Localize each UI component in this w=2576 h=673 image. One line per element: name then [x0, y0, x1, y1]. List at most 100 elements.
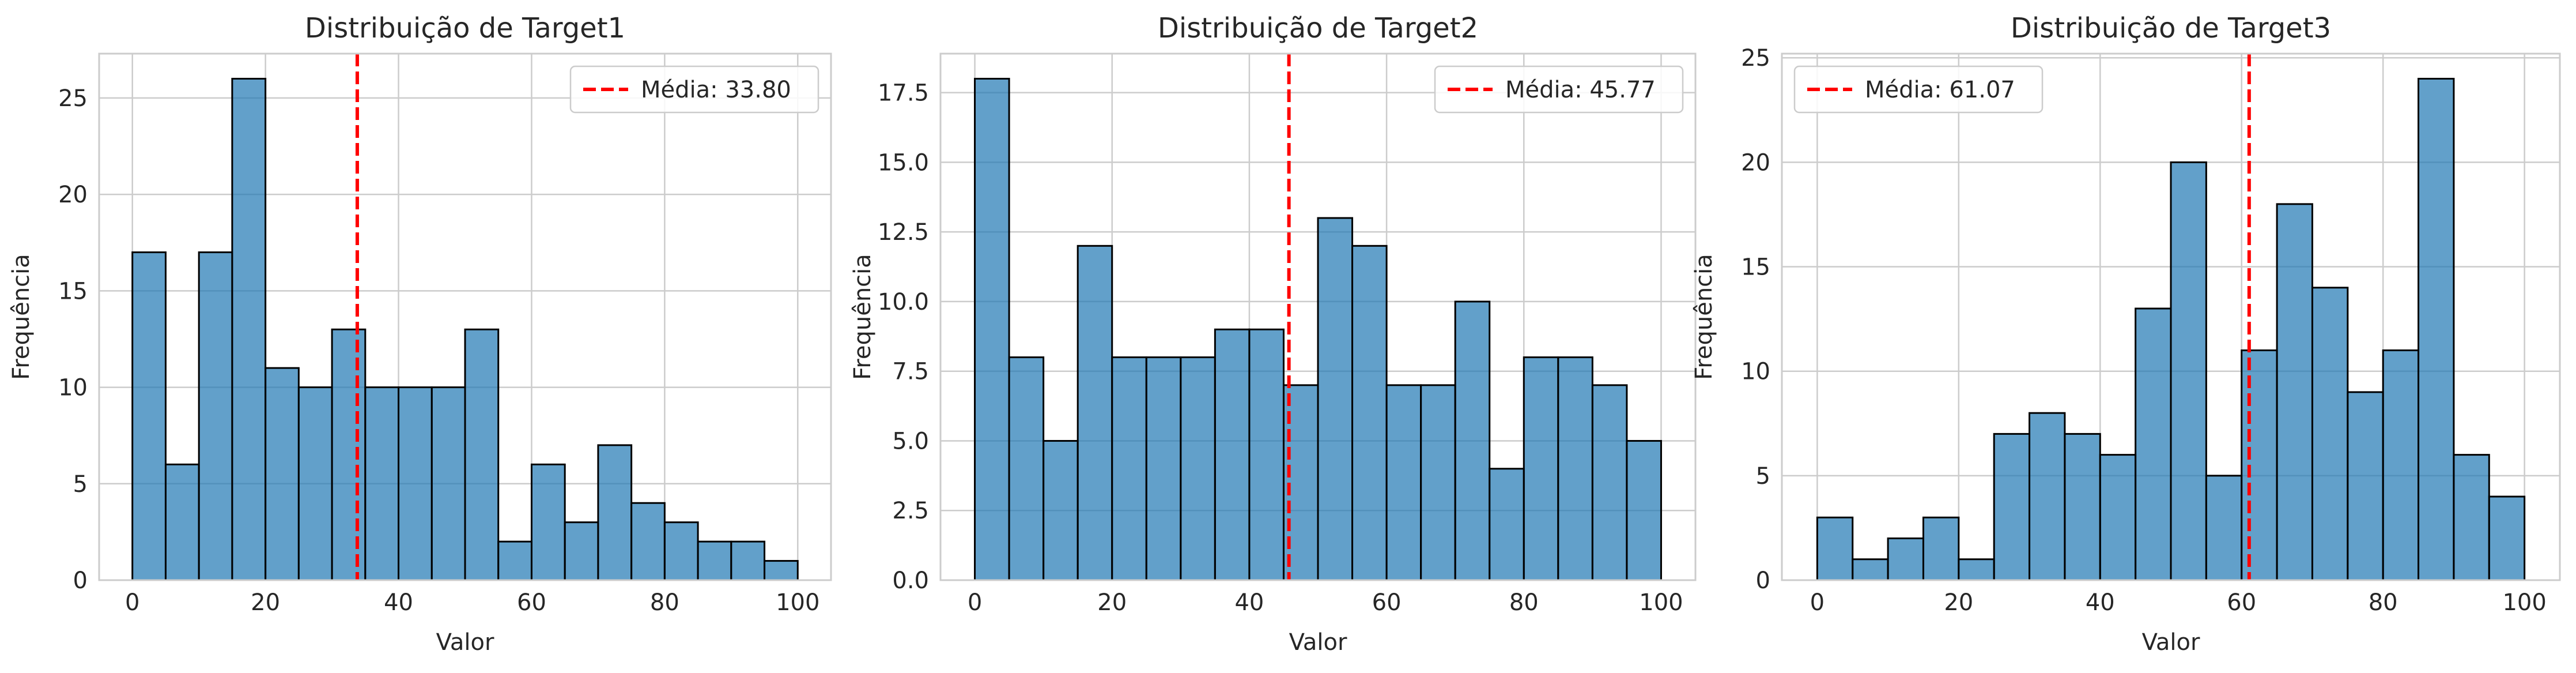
x-axis-label: Valor [1289, 629, 1347, 656]
histogram-bar [1887, 537, 1924, 581]
legend-mean-label: Média: 45.77 [1505, 77, 1656, 103]
histogram-bar [1816, 516, 1854, 581]
histogram-bar [1993, 433, 2031, 581]
y-tick-label: 0 [73, 567, 88, 594]
histogram-bar [1043, 439, 1079, 581]
histogram-bar [1626, 439, 1662, 581]
y-tick-label: 20 [1741, 149, 1770, 176]
histogram-bar [331, 328, 367, 581]
histogram-bar [2276, 203, 2313, 581]
histogram-bar [2099, 454, 2137, 581]
x-tick-label: 80 [650, 589, 679, 616]
histogram-bar [1214, 328, 1251, 581]
histogram-bar [1351, 245, 1388, 581]
histogram-bar [1454, 300, 1491, 581]
histogram-bar [1591, 384, 1628, 581]
histogram-bar [2382, 349, 2420, 581]
x-tick-label: 40 [384, 589, 413, 616]
y-tick-label: 10.0 [878, 289, 929, 315]
y-tick-label: 5 [1756, 463, 1770, 490]
y-tick-label: 15 [1741, 254, 1770, 281]
y-tick-label: 20 [58, 182, 88, 208]
x-tick-label: 60 [517, 589, 546, 616]
histogram-bar [730, 540, 766, 581]
legend: Média: 61.07 [1793, 65, 2044, 114]
histogram-bar [464, 328, 500, 581]
histogram-bar [1145, 356, 1182, 581]
histogram-bar [2311, 287, 2349, 581]
histogram-bar [364, 386, 400, 581]
histogram-bar [974, 77, 1010, 581]
axis-ticks: 0 20 40 60 80 100 0.0 2.5 5.0 7.5 10.0 12.5 15.0 17.5 [878, 80, 1683, 616]
y-axis-label: Frequência [849, 254, 876, 380]
x-tick-label: 100 [776, 589, 819, 616]
plot-frame [939, 52, 1697, 581]
histogram-bar [2064, 433, 2101, 581]
legend-box [1434, 65, 1684, 114]
histogram-bar [1489, 468, 1525, 581]
y-tick-label: 10 [1741, 359, 1770, 385]
legend: Média: 33.80 [569, 65, 819, 114]
histogram-bar [1852, 558, 1889, 581]
histogram-bar [663, 521, 699, 581]
histogram-bar [497, 540, 532, 581]
x-tick-label: 60 [1372, 589, 1402, 616]
y-tick-label: 15 [58, 278, 88, 304]
chart-title: Distribuição de Target2 [1158, 12, 1478, 44]
histogram-bar [2029, 412, 2066, 581]
x-tick-label: 20 [1097, 589, 1127, 616]
histogram-bar [530, 463, 566, 581]
histogram-bar [2241, 349, 2278, 581]
legend-mean-label: Média: 61.07 [1865, 77, 2015, 103]
histogram-bar [564, 521, 599, 581]
x-tick-label: 0 [125, 589, 139, 616]
histogram-bars [131, 77, 799, 581]
histogram-bar [2347, 391, 2384, 581]
chart-title: Distribuição de Target1 [305, 12, 625, 44]
histogram-bar [1008, 356, 1045, 581]
y-axis-label: Frequência [8, 254, 35, 380]
x-tick-label: 60 [2227, 589, 2256, 616]
histogram-bar [231, 77, 267, 581]
histogram-bar [164, 463, 200, 581]
histogram-bar [1523, 356, 1559, 581]
histogram-bar [131, 251, 167, 581]
y-tick-label: 2.5 [892, 498, 929, 524]
histogram-panel-target3: 0 20 40 60 80 100 0 5 10 15 20 25 Distribuição de T… [1691, 12, 2561, 656]
axis-ticks: 0 20 40 60 80 100 0 5 10 15 20 25 [58, 85, 819, 616]
x-tick-label: 20 [1944, 589, 1973, 616]
histogram-bar [1248, 328, 1285, 581]
x-tick-label: 100 [2502, 589, 2546, 616]
histogram-bar [2170, 161, 2207, 581]
y-tick-label: 25 [1741, 45, 1770, 72]
histogram-panel-target1: 0 20 40 60 80 100 0 5 10 15 20 25 Distribuição de T… [8, 12, 832, 656]
histogram-bars [1816, 77, 2526, 581]
histogram-bar [764, 560, 799, 581]
histogram-bar [1420, 384, 1456, 581]
x-tick-label: 80 [1509, 589, 1539, 616]
histogram-bar [1317, 217, 1354, 581]
y-tick-label: 12.5 [878, 219, 929, 246]
y-tick-label: 25 [58, 85, 88, 112]
histogram-bar [430, 386, 466, 581]
y-tick-label: 17.5 [878, 80, 929, 107]
histogram-bar [2453, 454, 2490, 581]
x-tick-label: 100 [1639, 589, 1683, 616]
legend-box [1793, 65, 2044, 114]
histogram-bars [974, 77, 1662, 581]
histogram-bar [1077, 245, 1113, 581]
histogram-bar [2205, 475, 2243, 581]
histogram-panel-target2: 0 20 40 60 80 100 0.0 2.5 5.0 7.5 10.0 12.5 15.0 17.5… [849, 12, 1697, 656]
y-tick-label: 10 [58, 375, 88, 401]
legend: Média: 45.77 [1434, 65, 1684, 114]
histogram-bar [1922, 516, 1960, 581]
y-tick-label: 5 [73, 471, 88, 498]
x-tick-label: 0 [1810, 589, 1825, 616]
plot-frame [98, 52, 832, 581]
histogram-bar [1557, 356, 1593, 581]
y-tick-label: 15.0 [878, 149, 929, 176]
histogram-bar [1385, 384, 1422, 581]
histogram-bar [697, 540, 732, 581]
y-tick-label: 0.0 [892, 567, 929, 594]
histogram-bar [1958, 558, 1995, 581]
